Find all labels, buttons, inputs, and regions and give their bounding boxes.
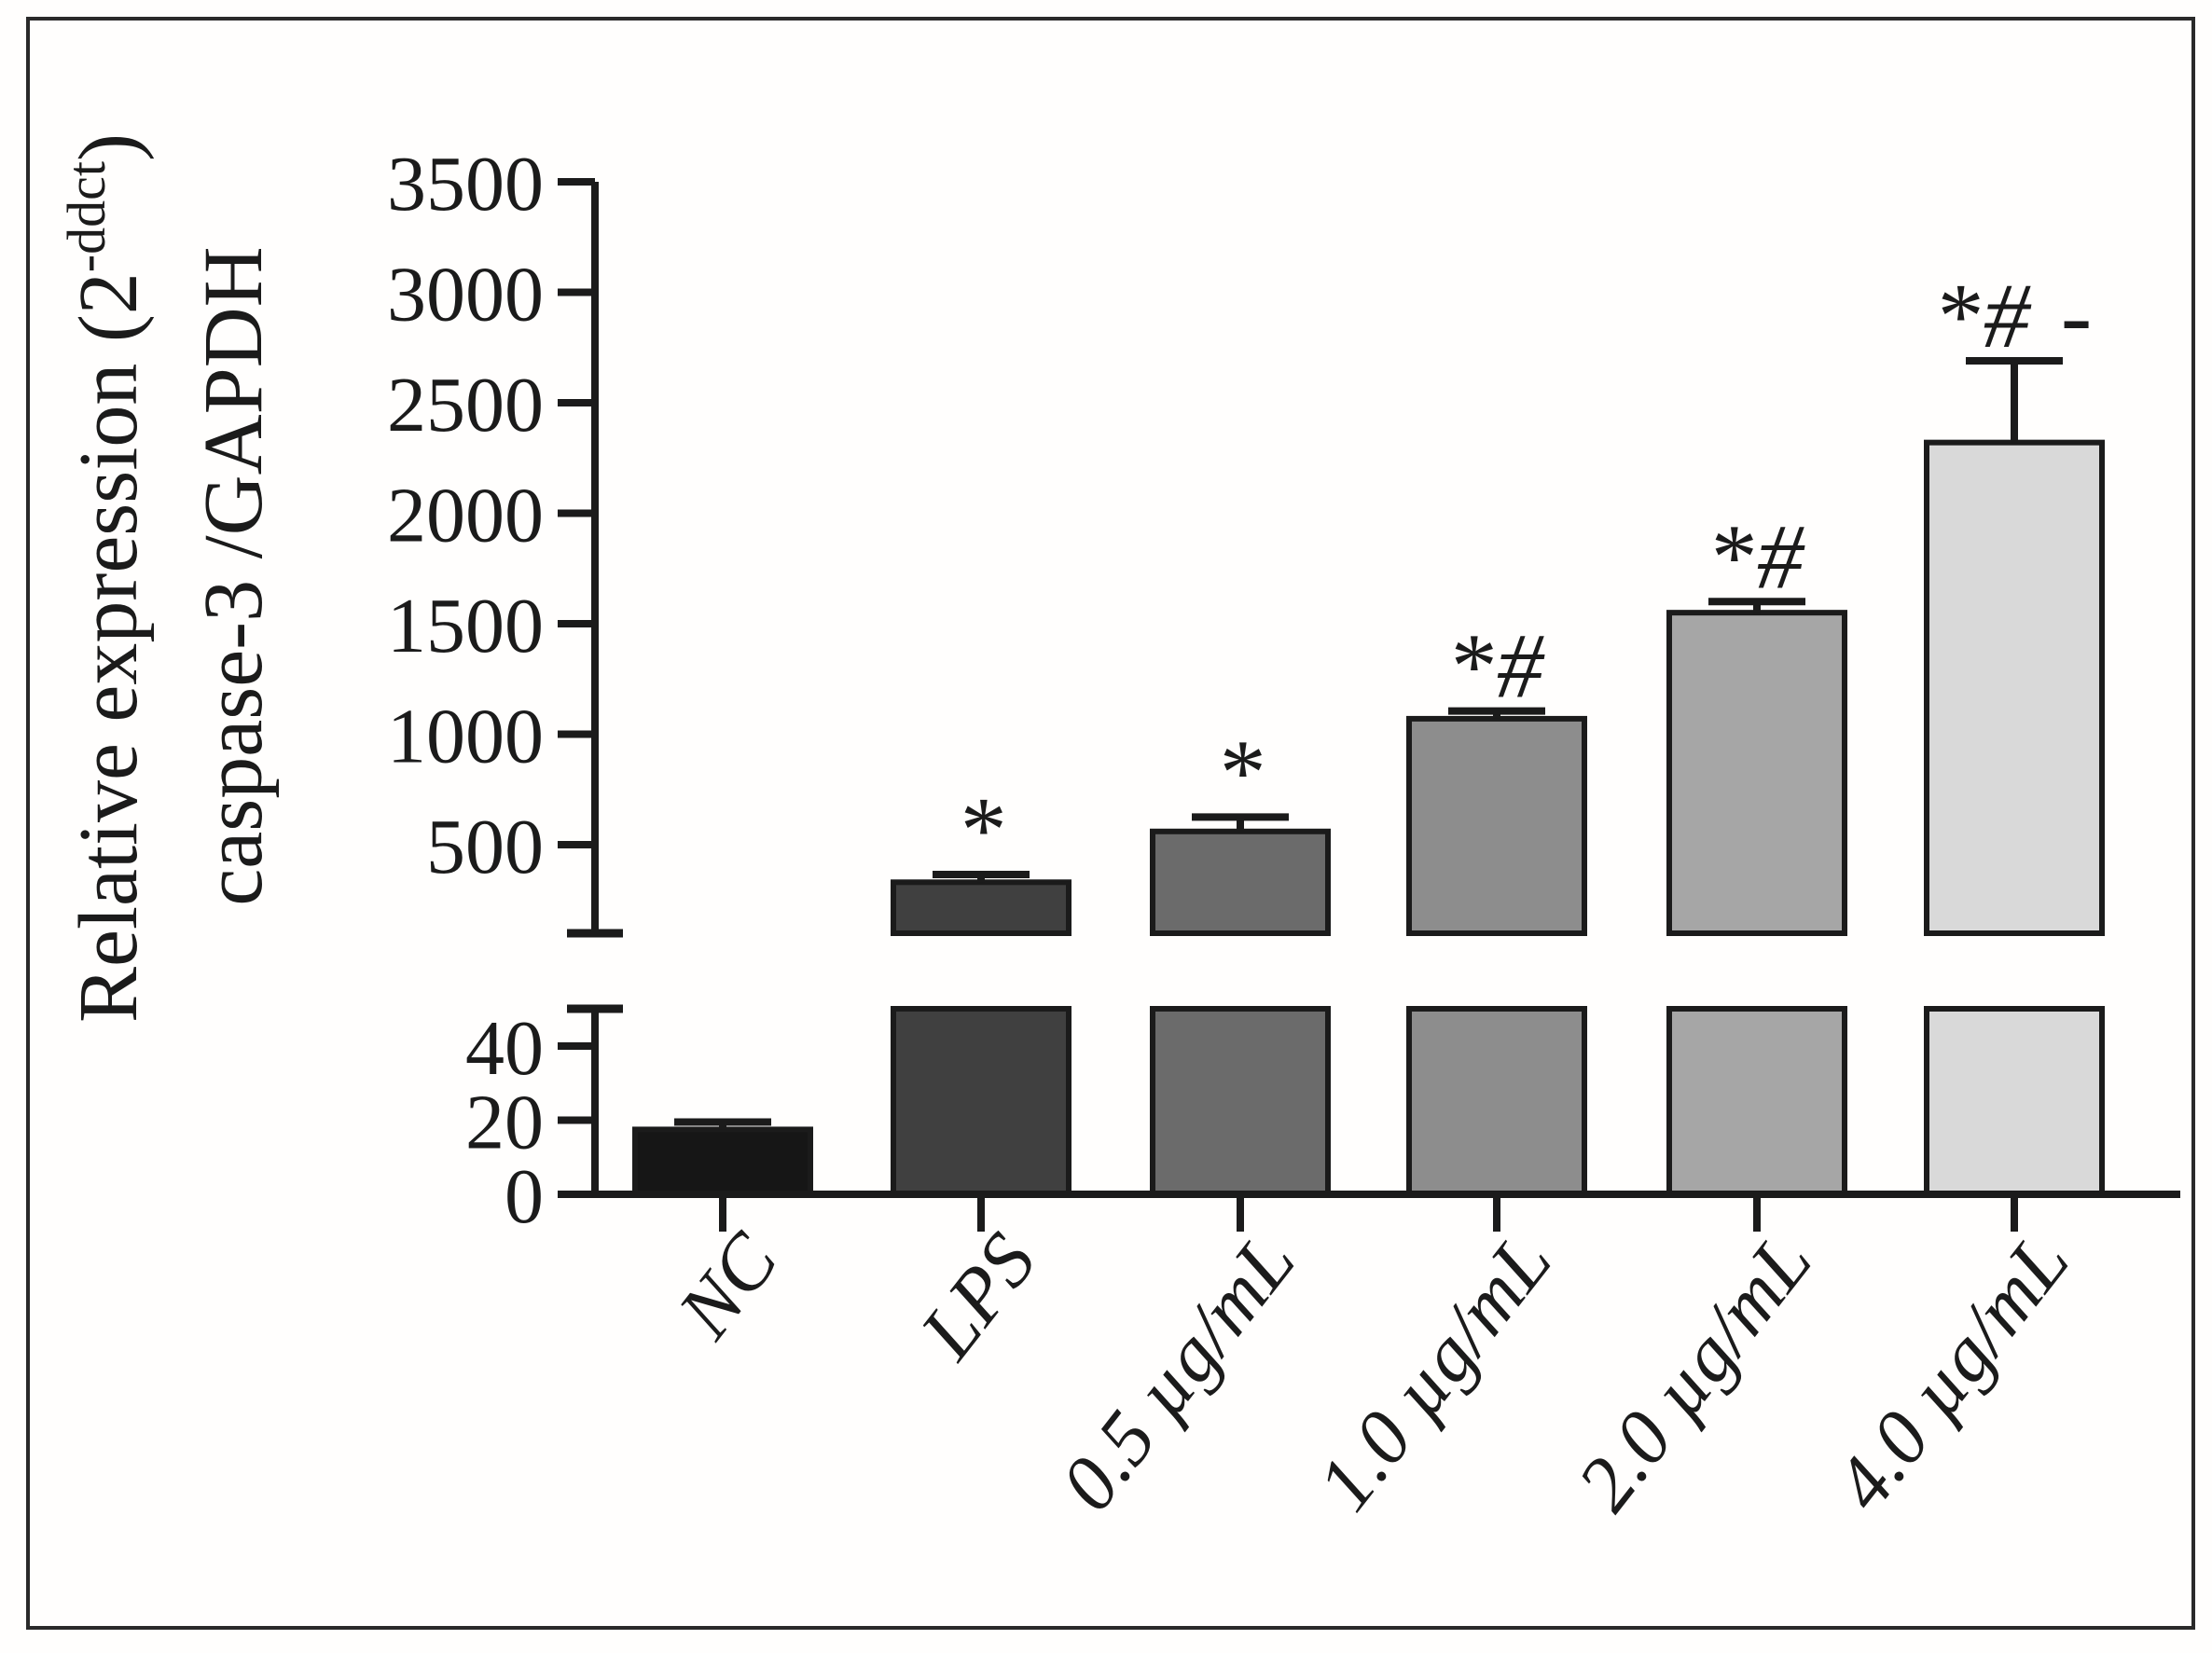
annotation-LPS: * <box>956 778 1006 881</box>
bar-lower-LPS <box>891 1006 1071 1197</box>
bar-upper-1.0 µg/mL <box>1406 715 1587 936</box>
annotation-2.0 µg/mL: *# <box>1707 504 1807 608</box>
y-tick-label-3500: 3500 <box>387 141 544 227</box>
bar-lower-2.0 µg/mL <box>1666 1006 1847 1197</box>
y-tick-label-0: 0 <box>505 1153 544 1240</box>
bar-lower-4.0 µg/mL <box>1924 1006 2105 1197</box>
y-tick-label-2500: 2500 <box>387 362 544 448</box>
y-axis-title-line1: Relative expression (2-ddct) <box>56 133 155 1023</box>
bar-upper-0.5 µg/mL <box>1150 828 1331 937</box>
y-tick-label-40: 40 <box>465 1005 544 1092</box>
x-label-0.5 µg/mL: 0.5 µg/mL <box>1044 1218 1312 1526</box>
y-tick-label-1000: 1000 <box>387 694 544 780</box>
bar-lower-1.0 µg/mL <box>1406 1006 1587 1197</box>
annotation-4.0 µg/mL: *# - <box>1933 264 2095 367</box>
x-label-LPS: LPS <box>904 1218 1053 1374</box>
bar-lower-0.5 µg/mL <box>1150 1006 1331 1197</box>
x-label-NC: NC <box>661 1218 795 1355</box>
figure-border <box>26 17 2195 1630</box>
y-tick-label-500: 500 <box>426 804 544 890</box>
bar-upper-2.0 µg/mL <box>1666 610 1847 937</box>
y-axis-title-line2: caspase-3 /GAPDH <box>187 246 280 905</box>
y-tick-label-2000: 2000 <box>387 473 544 559</box>
bar-upper-LPS <box>891 879 1071 936</box>
x-label-2.0 µg/mL: 2.0 µg/mL <box>1561 1218 1829 1526</box>
annotation-0.5 µg/mL: * <box>1215 720 1265 823</box>
bar-NC <box>632 1126 813 1197</box>
y-tick-label-1500: 1500 <box>387 583 544 669</box>
x-label-1.0 µg/mL: 1.0 µg/mL <box>1301 1218 1569 1526</box>
x-label-4.0 µg/mL: 4.0 µg/mL <box>1818 1218 2086 1526</box>
y-tick-label-3000: 3000 <box>387 252 544 338</box>
bar-upper-4.0 µg/mL <box>1924 439 2105 937</box>
annotation-1.0 µg/mL: *# <box>1446 614 1547 718</box>
y-tick-label-20: 20 <box>465 1080 544 1166</box>
